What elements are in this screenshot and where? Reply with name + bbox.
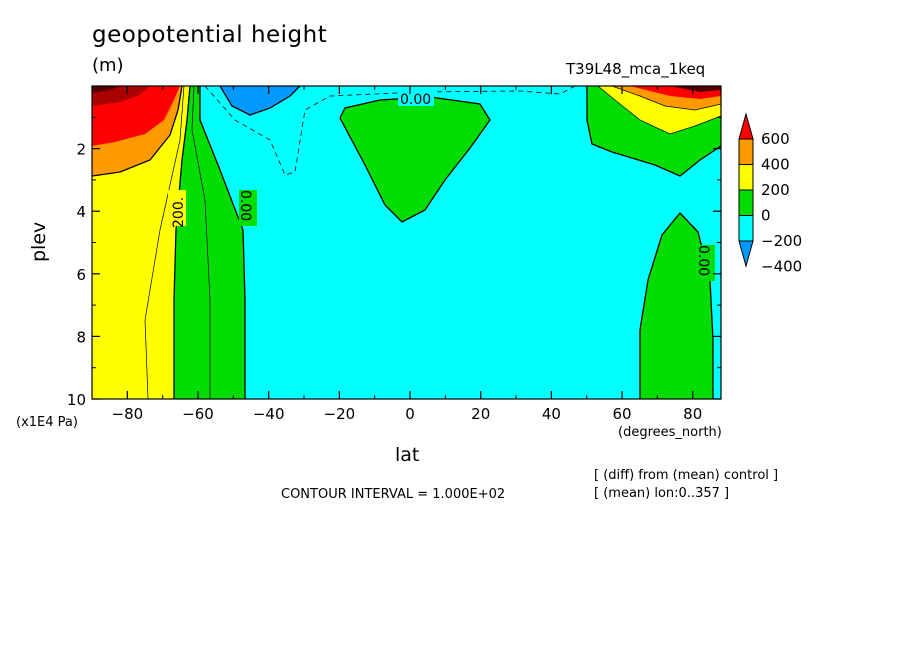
region-right-bottom-green: [640, 213, 713, 399]
colorbar-label: 0: [761, 207, 771, 225]
x-tick-label: −20: [324, 405, 356, 423]
colorbar-swatch: [738, 189, 754, 216]
colorbar-top-arrow: [738, 112, 754, 140]
contour-interval: CONTOUR INTERVAL = 1.000E+02: [281, 487, 506, 502]
y-tick-label: 2: [76, 141, 86, 159]
contour-label-right-zero: 0.00: [695, 245, 711, 276]
colorbar-swatch: [738, 164, 754, 191]
y-tick-label: 6: [76, 266, 86, 284]
contour-label-left-zero: 0.00: [237, 190, 253, 221]
region-left-core-dark: [92, 86, 120, 93]
region-blue: [220, 86, 300, 115]
x-tick-label: 60: [613, 405, 632, 423]
chart-units: (m): [92, 55, 124, 76]
note-mean: [ (mean) lon:0..357 ]: [594, 486, 730, 501]
colorbar: 600 400 200 0 −200 −400: [738, 112, 802, 276]
colorbar-swatch: [738, 215, 754, 242]
colorbar-label: −200: [761, 232, 802, 250]
region-right-core: [670, 86, 721, 92]
colorbar-label: 200: [761, 181, 790, 199]
colorbar-bottom-arrow: [738, 240, 754, 268]
x-axis-unit: (degrees_north): [618, 425, 722, 440]
y-axis: 2 4 6 8 10: [67, 116, 721, 409]
colorbar-label: 600: [761, 130, 790, 148]
colorbar-label: 400: [761, 156, 790, 174]
contour-label-200: 200.: [171, 197, 187, 228]
x-tick-label: −80: [112, 405, 144, 423]
note-diff: [ (diff) from (mean) control ]: [594, 468, 779, 483]
x-tick-label: −40: [253, 405, 285, 423]
x-tick-label: 0: [405, 405, 415, 423]
x-tick-label: 80: [683, 405, 702, 423]
colorbar-swatch: [738, 138, 754, 165]
y-tick-label: 4: [76, 203, 86, 221]
chart-title: geopotential height: [92, 22, 328, 48]
x-axis-label: lat: [395, 444, 420, 466]
y-tick-label: 8: [76, 328, 86, 346]
region-left-core: [92, 86, 150, 106]
y-axis-unit: (x1E4 Pa): [16, 415, 78, 430]
region-center-green: [340, 97, 490, 222]
x-tick-label: 40: [542, 405, 561, 423]
colorbar-label: −400: [761, 258, 802, 276]
run-label: T39L48_mca_1keq: [566, 60, 706, 78]
x-tick-label: 20: [471, 405, 490, 423]
y-tick-label: 10: [67, 391, 86, 409]
contour-label-top: 0.00: [400, 92, 431, 108]
x-axis: −80 −60 −40 −20 0 20 40 60 80: [91, 86, 702, 423]
x-tick-label: −60: [182, 405, 214, 423]
